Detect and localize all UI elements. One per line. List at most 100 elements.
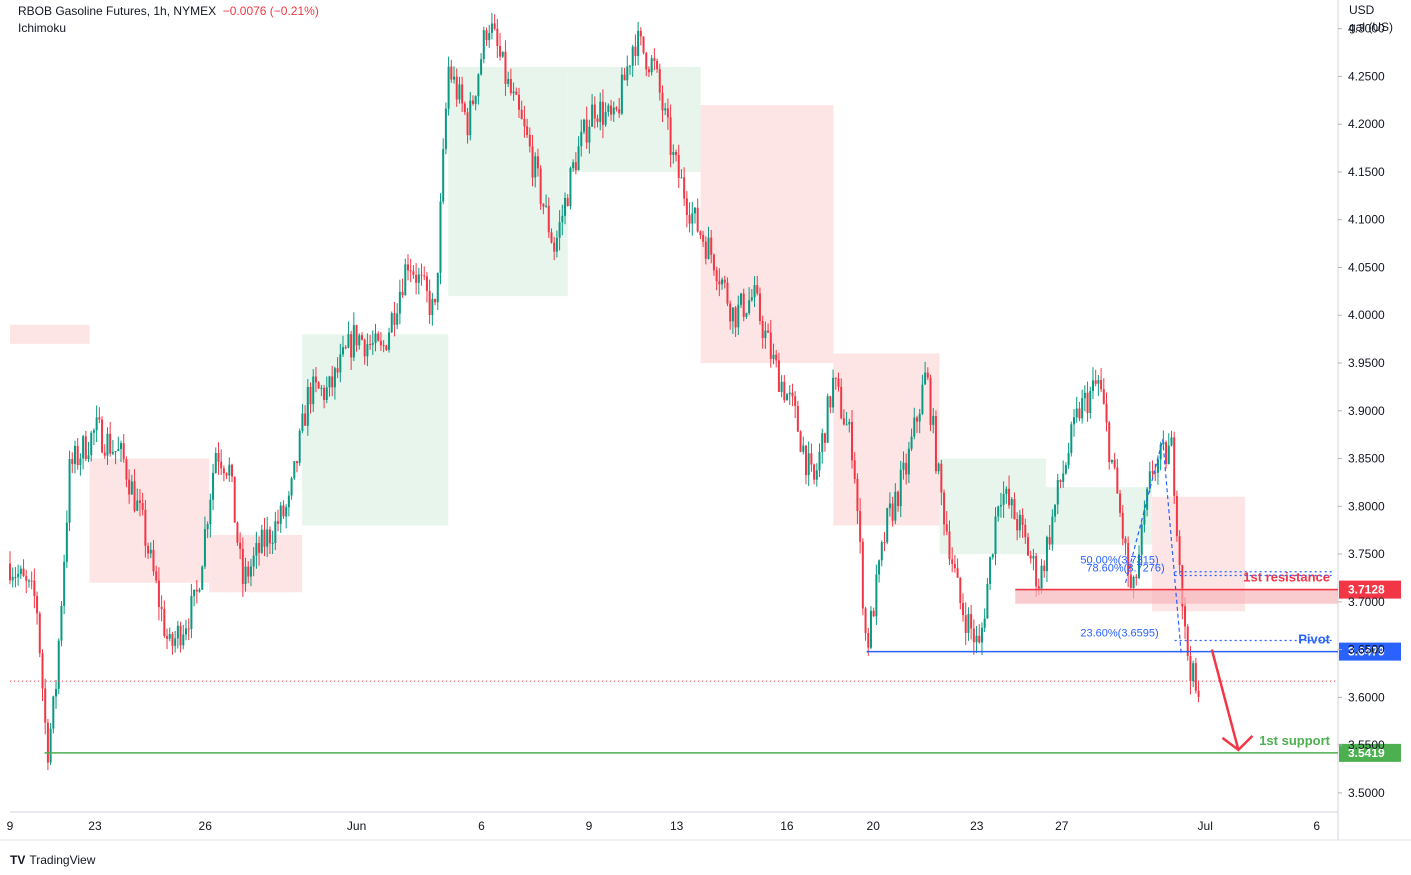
candle-body <box>1094 380 1097 384</box>
candle-body <box>815 470 818 480</box>
cloud-segment <box>10 324 90 344</box>
projection-arrowhead <box>1221 735 1254 752</box>
candle-body <box>734 307 737 328</box>
candle-body <box>526 126 529 135</box>
candle-body <box>398 291 401 314</box>
candle-body <box>55 688 58 697</box>
candle-body <box>675 151 678 156</box>
candle-body <box>382 345 385 347</box>
footer-branding[interactable]: TV TradingView <box>10 853 95 867</box>
candle-body <box>41 653 44 689</box>
candle-body <box>666 108 669 118</box>
candle-body <box>715 270 718 282</box>
candle-body <box>910 436 913 449</box>
y-tick-label: 4.0500 <box>1348 260 1385 274</box>
candle-body <box>114 451 117 453</box>
candle-body <box>1159 444 1162 460</box>
candle-body <box>1083 392 1086 399</box>
candle-body <box>943 492 946 525</box>
candle-body <box>11 577 14 581</box>
candle-body <box>155 571 158 581</box>
candle-body <box>101 419 104 453</box>
candle-body <box>848 421 851 425</box>
candle-body <box>1156 459 1159 473</box>
candle-body <box>1048 537 1051 545</box>
candle-body <box>46 722 49 763</box>
candle-body <box>109 433 112 454</box>
candle-body <box>962 602 965 616</box>
candle-body <box>539 168 542 204</box>
candle-body <box>206 524 209 530</box>
x-tick-label: 23 <box>88 819 102 833</box>
candle-body <box>415 274 418 283</box>
y-tick-label: 3.9000 <box>1348 404 1385 418</box>
candle-body <box>249 566 252 577</box>
candle-body <box>92 430 95 433</box>
candle-body <box>599 101 602 122</box>
candle-body <box>279 505 282 524</box>
candle-body <box>550 232 553 243</box>
candle-body <box>444 108 447 150</box>
candle-body <box>474 96 477 104</box>
y-tick-label: 4.0000 <box>1348 308 1385 322</box>
candle-body <box>314 376 317 383</box>
candle-body <box>225 473 228 476</box>
x-tick-label: 9 <box>7 819 14 833</box>
candle-body <box>937 463 940 472</box>
candle-body <box>918 413 921 422</box>
candle-body <box>618 109 621 114</box>
candle-body <box>442 149 445 202</box>
candle-body <box>531 146 534 178</box>
candle-body <box>217 453 220 462</box>
candle-body <box>1032 556 1035 559</box>
candle-body <box>160 607 163 609</box>
candle-body <box>558 222 561 238</box>
level-price-tag <box>1339 580 1401 599</box>
candle-body <box>864 608 867 633</box>
candle-body <box>1078 408 1081 419</box>
candle-body <box>417 274 420 283</box>
candle-body <box>360 335 363 340</box>
candle-body <box>84 436 87 460</box>
candle-body <box>260 529 263 553</box>
candle-body <box>1008 488 1011 506</box>
candle-body <box>509 78 512 94</box>
candle-body <box>821 433 824 453</box>
y-tick-label: 4.1500 <box>1348 165 1385 179</box>
candle-body <box>851 421 854 461</box>
candle-body <box>631 46 634 66</box>
cloud-segment <box>89 458 210 583</box>
candle-body <box>214 453 217 473</box>
candle-body <box>515 91 518 95</box>
candle-body <box>986 583 989 619</box>
candle-body <box>999 504 1002 507</box>
candle-body <box>507 78 510 84</box>
candle-body <box>38 613 41 654</box>
candle-body <box>585 119 588 143</box>
candle-body <box>79 458 82 466</box>
candle-body <box>44 688 47 723</box>
candle-body <box>664 108 667 111</box>
candle-body <box>355 325 358 346</box>
candle-body <box>325 387 328 400</box>
candle-body <box>740 293 743 305</box>
y-tick-label: 3.7000 <box>1348 595 1385 609</box>
candle-body <box>980 627 983 643</box>
candle-body <box>975 635 978 643</box>
candle-body <box>447 66 450 109</box>
x-tick-label: 13 <box>670 819 684 833</box>
candle-body <box>390 313 393 333</box>
candle-body <box>504 51 507 84</box>
candle-body <box>921 384 924 414</box>
candle-body <box>542 203 545 207</box>
candle-body <box>166 636 169 639</box>
candle-body <box>125 459 128 480</box>
candle-body <box>182 634 185 646</box>
candle-body <box>878 560 881 575</box>
candle-body <box>580 131 583 147</box>
candle-body <box>496 28 499 47</box>
candle-body <box>577 146 580 171</box>
candle-body <box>680 177 683 179</box>
candle-body <box>499 46 502 57</box>
